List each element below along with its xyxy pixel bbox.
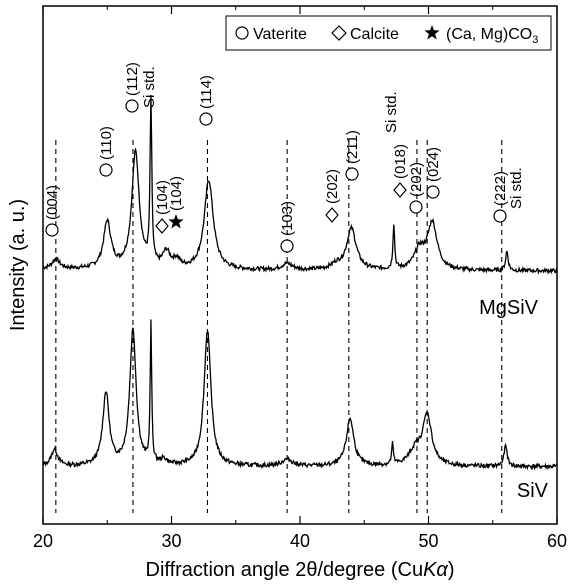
vaterite-circle-icon — [199, 112, 213, 126]
x-tick-label: 20 — [33, 531, 53, 551]
peak-label: (018) — [392, 144, 409, 179]
peak-label: (103) — [279, 201, 296, 236]
peak-label: Si std. — [141, 66, 158, 108]
peak-label: (222) — [492, 171, 509, 206]
peak-label: (202) — [324, 169, 341, 204]
legend-box — [225, 15, 552, 51]
y-axis-label: Intensity (a. u.) — [7, 199, 29, 331]
vaterite-circle-icon — [45, 223, 59, 237]
calcite-diamond-icon — [393, 182, 407, 198]
legend-label-vaterite: Vaterite — [253, 26, 307, 43]
legend-star-icon — [424, 25, 440, 40]
vaterite-circle-icon — [99, 163, 113, 177]
peak-label: Si std. — [383, 91, 400, 133]
vaterite-circle-icon — [345, 167, 359, 181]
trace-mgsiv — [42, 95, 558, 275]
peak-label: (024) — [425, 147, 442, 182]
legend: Vaterite Calcite (Ca, Mg)CO3 — [225, 15, 552, 51]
x-tick-label: 30 — [161, 531, 181, 551]
peak-annotations: (004)(110)(112) Si std.(104)(104)(114)(10… — [44, 62, 525, 253]
peak-label: (104) — [168, 176, 185, 211]
ca-mg-co3-star-icon — [168, 214, 184, 229]
peak-label: (112) — [124, 62, 141, 96]
peak-label: (110) — [98, 126, 115, 160]
peak-label: (202) — [408, 162, 425, 197]
series-label-siv: SiV — [517, 480, 549, 502]
peak-label: (114) — [198, 75, 215, 109]
vaterite-circle-icon — [409, 200, 423, 214]
series-label-mgsiv: MgSiV — [479, 297, 539, 319]
x-tick-label: 50 — [418, 531, 438, 551]
peak-label: (004) — [44, 185, 61, 220]
vaterite-circle-icon — [493, 209, 507, 223]
x-axis-ticks: 20 30 40 50 60 — [33, 6, 567, 551]
peak-label: (104) — [154, 180, 171, 215]
legend-diamond-icon — [331, 25, 347, 41]
vaterite-circle-icon — [426, 185, 440, 199]
vaterite-circle-icon — [280, 239, 294, 253]
x-tick-label: 60 — [547, 531, 567, 551]
calcite-diamond-icon — [155, 218, 169, 234]
calcite-diamond-icon — [325, 207, 339, 223]
peak-label: Si std. — [508, 167, 525, 209]
series-traces — [42, 95, 558, 471]
trace-siv — [42, 319, 558, 471]
x-axis-label: Diffraction angle 2θ/degree (CuKα) — [146, 559, 455, 581]
legend-circle-icon — [235, 26, 249, 40]
legend-label-ca-mg-co3: (Ca, Mg)CO3 — [446, 26, 538, 46]
x-tick-label: 40 — [290, 531, 310, 551]
legend-label-calcite: Calcite — [350, 26, 399, 43]
vaterite-circle-icon — [125, 99, 139, 113]
peak-label: (211) — [344, 130, 361, 164]
